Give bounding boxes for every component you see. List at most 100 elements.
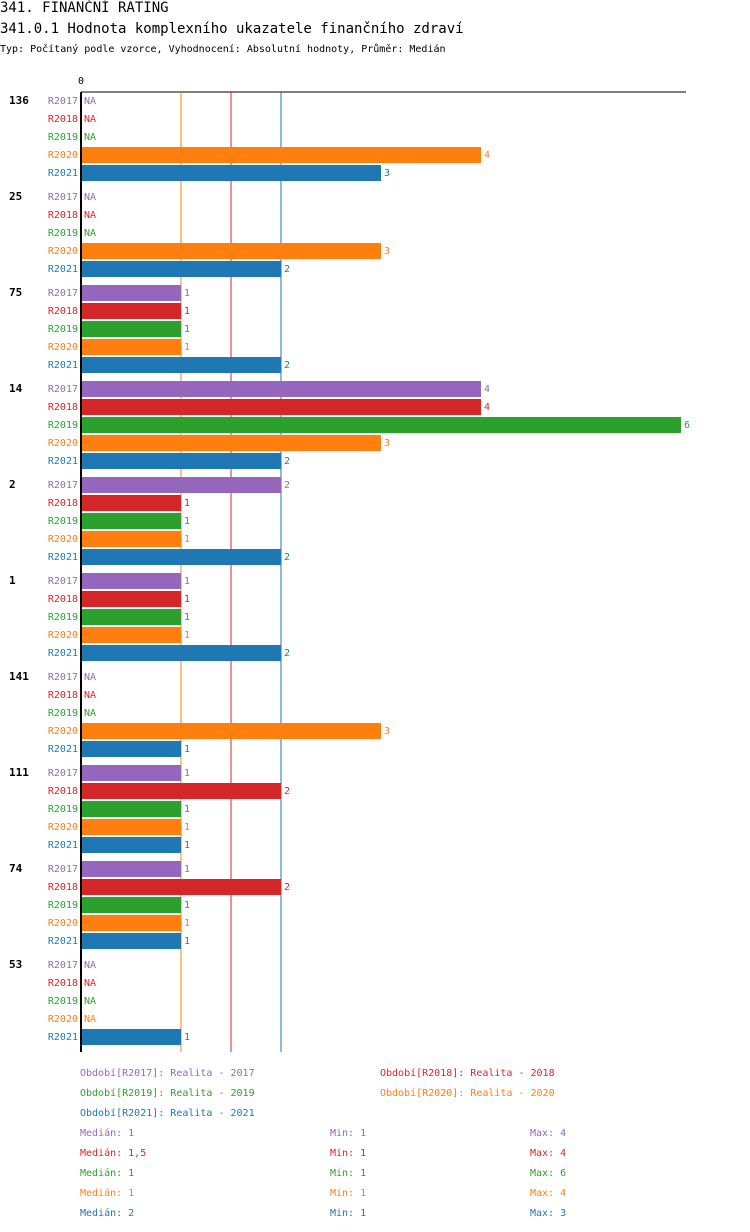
bar-chart: 0 136 R2017 NA R2018 NA R2019 NA R2020 4 R2021 3 25 R… (9, 76, 690, 1052)
group-label: 2 (9, 478, 16, 491)
x-tick-label: 0 (78, 76, 84, 87)
series-label: R2018 (48, 882, 78, 893)
group-label: 136 (9, 94, 29, 107)
na-label: NA (84, 210, 96, 221)
bar (81, 723, 381, 739)
data-label: 3 (384, 726, 390, 737)
na-label: NA (84, 96, 96, 107)
bar (81, 453, 281, 469)
series-label: R2021 (48, 168, 78, 179)
data-label: 2 (284, 264, 290, 275)
stat-median-r2019: Medián: 1 (80, 1168, 135, 1179)
stat-max-r2018: Max: 4 (530, 1148, 567, 1159)
series-label: R2018 (48, 498, 78, 509)
data-label: 1 (184, 516, 190, 527)
data-label: 1 (184, 324, 190, 335)
bar (81, 531, 181, 547)
series-label: R2020 (48, 630, 78, 641)
series-label: R2019 (48, 324, 78, 335)
bar (81, 399, 481, 415)
bar (81, 147, 481, 163)
chart-subtitle: 341.0.1 Hodnota komplexního ukazatele fi… (0, 21, 464, 37)
na-label: NA (84, 192, 96, 203)
group-label: 25 (9, 190, 22, 203)
series-label: R2021 (48, 648, 78, 659)
series-label: R2017 (48, 864, 78, 875)
series-label: R2019 (48, 612, 78, 623)
bar (81, 1029, 181, 1045)
data-label: 2 (284, 480, 290, 491)
data-label: 2 (284, 456, 290, 467)
legend-item-r2020: Období[R2020]: Realita - 2020 (380, 1088, 555, 1099)
data-label: 1 (184, 612, 190, 623)
data-label: 4 (484, 384, 490, 395)
data-label: 2 (284, 786, 290, 797)
group-label: 74 (9, 862, 23, 875)
group-label: 141 (9, 670, 29, 683)
bar (81, 819, 181, 835)
series-label: R2017 (48, 672, 78, 683)
series-label: R2019 (48, 228, 78, 239)
bar (81, 915, 181, 931)
legend-item-r2021: Období[R2021]: Realita - 2021 (80, 1108, 255, 1119)
na-label: NA (84, 132, 96, 143)
series-label: R2018 (48, 786, 78, 797)
data-label: 1 (184, 288, 190, 299)
bar (81, 573, 181, 589)
data-label: 1 (184, 306, 190, 317)
stat-max-r2019: Max: 6 (530, 1168, 567, 1179)
series-label: R2020 (48, 150, 78, 161)
series-label: R2017 (48, 576, 78, 587)
series-label: R2020 (48, 534, 78, 545)
stat-median-r2017: Medián: 1 (80, 1128, 135, 1139)
bar (81, 285, 181, 301)
chart-title: 341. FINANČNÍ RATING (0, 0, 169, 16)
bar (81, 339, 181, 355)
data-label: 1 (184, 804, 190, 815)
group-label: 75 (9, 286, 22, 299)
stat-max-r2017: Max: 4 (530, 1128, 567, 1139)
series-label: R2017 (48, 192, 78, 203)
stat-median-r2020: Medián: 1 (80, 1188, 135, 1199)
legend-item-r2017: Období[R2017]: Realita - 2017 (80, 1068, 255, 1079)
chart-meta: Typ: Počítaný podle vzorce, Vyhodnocení:… (0, 44, 446, 55)
series-label: R2021 (48, 744, 78, 755)
stat-min-r2017: Min: 1 (330, 1128, 367, 1139)
data-label: 1 (184, 534, 190, 545)
na-label: NA (84, 978, 96, 989)
bar (81, 837, 181, 853)
bar (81, 513, 181, 529)
series-label: R2018 (48, 210, 78, 221)
series-label: R2017 (48, 960, 78, 971)
series-label: R2021 (48, 840, 78, 851)
bar (81, 933, 181, 949)
bar (81, 381, 481, 397)
series-label: R2018 (48, 402, 78, 413)
bar (81, 879, 281, 895)
na-label: NA (84, 960, 96, 971)
data-label: 1 (184, 594, 190, 605)
data-label: 6 (684, 420, 690, 431)
bar (81, 243, 381, 259)
series-label: R2020 (48, 246, 78, 257)
stat-min-r2019: Min: 1 (330, 1168, 367, 1179)
data-label: 1 (184, 936, 190, 947)
series-label: R2017 (48, 96, 78, 107)
series-label: R2020 (48, 726, 78, 737)
data-label: 2 (284, 648, 290, 659)
series-label: R2021 (48, 360, 78, 371)
group-label: 111 (9, 766, 29, 779)
data-label: 2 (284, 360, 290, 371)
bar (81, 801, 181, 817)
stat-max-r2021: Max: 3 (530, 1208, 567, 1219)
data-label: 1 (184, 864, 190, 875)
data-label: 2 (284, 552, 290, 563)
bar (81, 495, 181, 511)
bar (81, 783, 281, 799)
series-label: R2021 (48, 264, 78, 275)
series-label: R2020 (48, 342, 78, 353)
series-label: R2018 (48, 114, 78, 125)
bar (81, 591, 181, 607)
bar (81, 741, 181, 757)
legend-item-r2019: Období[R2019]: Realita - 2019 (80, 1088, 255, 1099)
